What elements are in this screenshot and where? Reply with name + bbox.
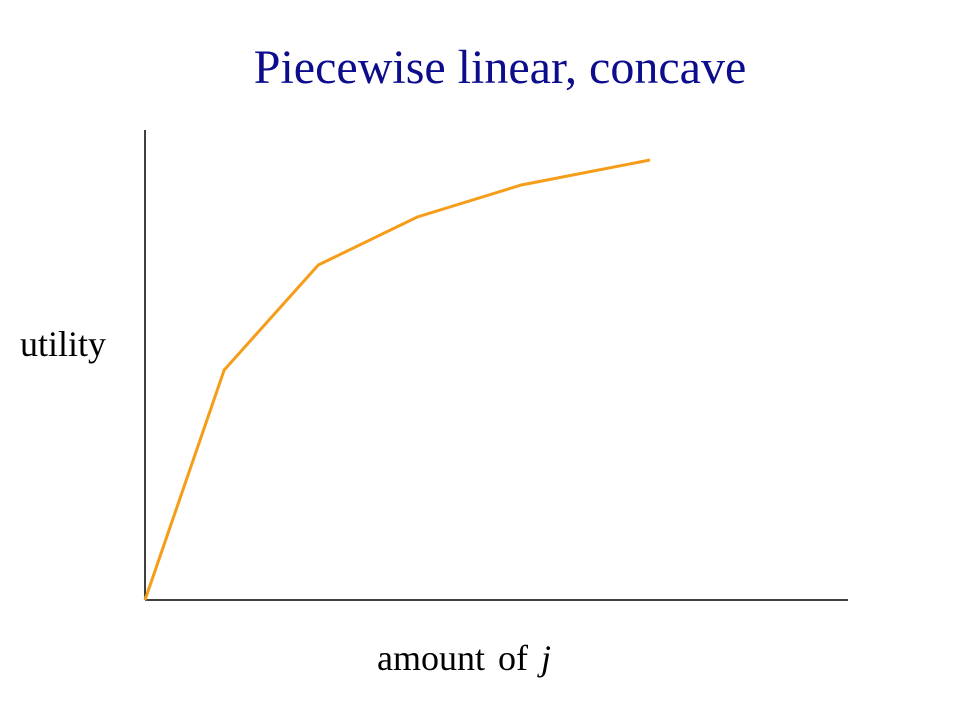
x-axis-label-variable: j	[540, 638, 551, 678]
chart-title: Piecewise linear, concave	[253, 41, 747, 94]
utility-series-line	[143, 158, 651, 601]
x-axis-label-prefix: amount of	[377, 638, 528, 678]
y-axis-label: utility	[20, 324, 107, 364]
x-axis-label: amount of j	[377, 634, 551, 682]
